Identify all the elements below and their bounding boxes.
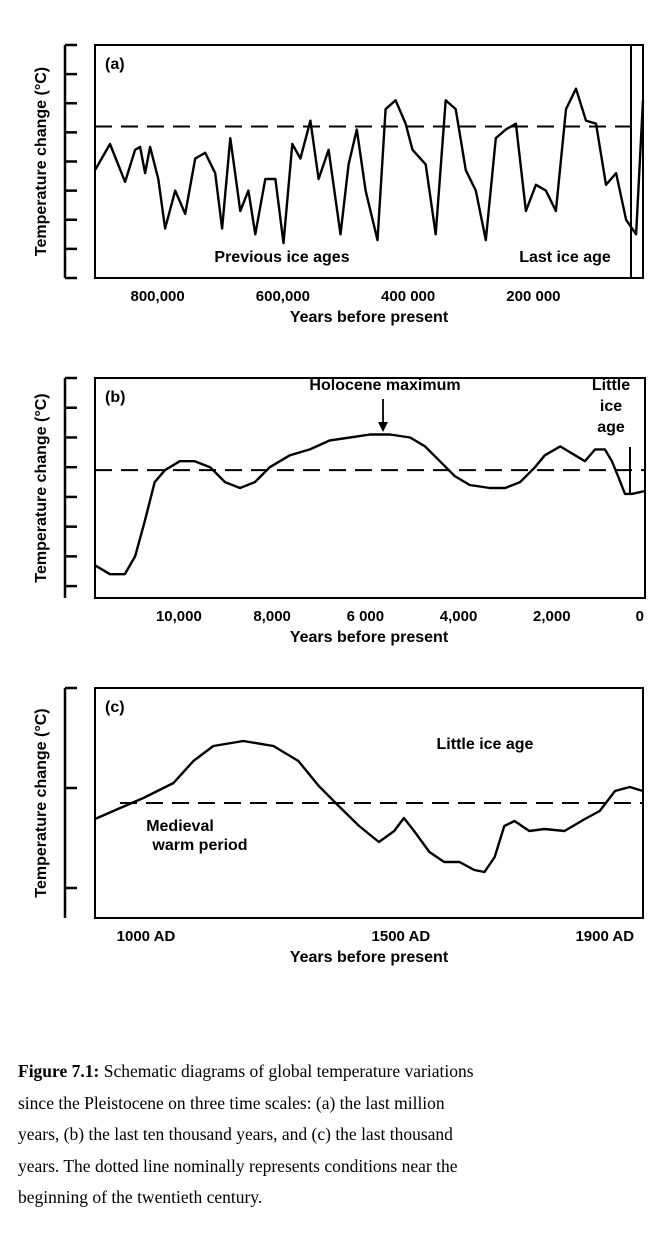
x-tick-label: 1900 AD xyxy=(575,928,634,945)
caption-line: Figure 7.1: Schematic diagrams of global… xyxy=(18,1056,638,1088)
temperature-line xyxy=(93,87,645,245)
y-axis-title: Temperature change (°C) xyxy=(33,708,50,897)
annotation: Little xyxy=(592,377,630,394)
annotation: Holocene maximum xyxy=(309,377,460,394)
panel-label: (a) xyxy=(105,56,125,73)
x-tick-label: 2,000 xyxy=(533,608,571,625)
x-tick-label: 10,000 xyxy=(156,608,202,625)
x-tick-label: 1500 AD xyxy=(372,928,431,945)
x-tick-label: 4,000 xyxy=(440,608,478,625)
x-axis-title: Years before present xyxy=(290,949,449,966)
caption-text: Schematic diagrams of global temperature… xyxy=(103,1061,474,1081)
y-axis-title: Temperature change (°C) xyxy=(33,393,50,582)
annotation: Last ice age xyxy=(519,249,611,266)
caption-line: years, (b) the last ten thousand years, … xyxy=(18,1124,453,1144)
x-tick-label: 8,000 xyxy=(253,608,291,625)
x-tick-label: 400 000 xyxy=(381,288,435,305)
panel-label: (c) xyxy=(105,699,125,716)
temperature-line xyxy=(94,739,644,874)
temperature-line xyxy=(94,433,646,576)
x-tick-label: 200 000 xyxy=(506,288,560,305)
x-tick-label: 0 xyxy=(636,608,644,625)
caption-label: Figure 7.1: xyxy=(18,1061,100,1081)
annotation-arrowhead xyxy=(378,422,388,432)
caption: Figure 7.1: Schematic diagrams of global… xyxy=(18,1056,638,1214)
plot-frame xyxy=(94,44,644,279)
annotation: Previous ice ages xyxy=(214,249,349,266)
x-tick-label: 1000 AD xyxy=(117,928,176,945)
caption-line: years. The dotted line nominally represe… xyxy=(18,1155,458,1176)
caption-line: beginning of the twentieth century. xyxy=(18,1187,263,1207)
annotation: warm period xyxy=(151,837,247,854)
caption-line: since the Pleistocene on three time scal… xyxy=(18,1092,445,1113)
annotation: ice xyxy=(600,398,622,415)
x-tick-label: 6 000 xyxy=(347,608,385,625)
annotation: Little ice age xyxy=(437,736,534,753)
y-axis-title: Temperature change (°C) xyxy=(33,67,50,256)
x-tick-label: 800,000 xyxy=(131,288,185,305)
annotation: age xyxy=(597,419,625,436)
x-tick-label: 600,000 xyxy=(256,288,310,305)
panel-label: (b) xyxy=(105,389,125,406)
x-axis-title: Years before present xyxy=(290,629,449,646)
x-axis-title: Years before present xyxy=(290,309,449,326)
plot-frame xyxy=(94,377,646,599)
annotation: Medieval xyxy=(146,818,214,835)
